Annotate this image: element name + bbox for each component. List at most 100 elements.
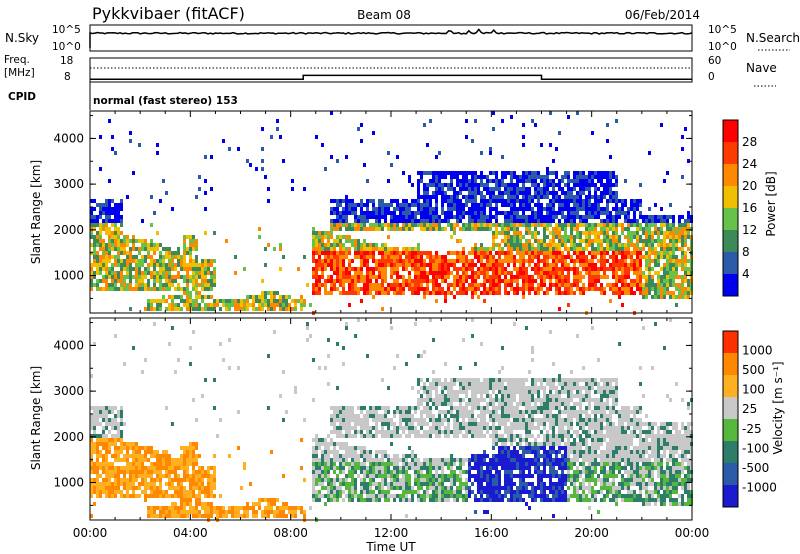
power-cell	[624, 203, 627, 207]
velocity-cell	[231, 514, 234, 518]
velocity-cell	[324, 450, 327, 454]
power-cell	[381, 271, 384, 275]
power-cell	[567, 191, 570, 195]
power-cell	[483, 251, 486, 255]
power-cell	[405, 211, 408, 215]
power-cell	[204, 279, 207, 283]
power-cell	[378, 267, 381, 271]
power-cell	[594, 231, 597, 235]
power-cell	[342, 291, 345, 295]
power-cell	[510, 211, 513, 215]
power-cell	[240, 299, 243, 303]
power-cell	[627, 239, 630, 243]
power-cell	[591, 251, 594, 255]
power-cell	[678, 275, 681, 279]
power-cell	[513, 259, 516, 263]
velocity-cell	[186, 446, 189, 450]
power-cell	[594, 227, 597, 231]
power-cell	[366, 291, 369, 295]
velocity-cell	[324, 486, 327, 490]
power-cell	[321, 231, 324, 235]
power-cell	[534, 171, 537, 175]
velocity-cell	[108, 450, 111, 454]
power-cell	[384, 279, 387, 283]
velocity-cell	[315, 454, 318, 458]
power-cell	[156, 287, 159, 291]
power-cell	[495, 283, 498, 287]
velocity-cell	[360, 426, 363, 430]
power-cell	[522, 223, 525, 227]
velocity-cell	[420, 434, 423, 438]
power-cell	[351, 279, 354, 283]
velocity-cell	[93, 410, 96, 414]
velocity-cell	[381, 434, 384, 438]
velocity-cell	[114, 494, 117, 498]
velocity-cell	[384, 410, 387, 414]
power-cell	[303, 303, 306, 307]
power-cell	[588, 235, 591, 239]
power-cell	[315, 271, 318, 275]
power-cell	[357, 127, 360, 131]
velocity-cell	[111, 462, 114, 466]
power-cell	[348, 223, 351, 227]
power-cell	[396, 267, 399, 271]
power-cell	[660, 279, 663, 283]
power-cell	[432, 279, 435, 283]
power-cell	[576, 287, 579, 291]
power-cell	[393, 259, 396, 263]
power-cell	[471, 283, 474, 287]
power-cell	[336, 243, 339, 247]
power-cell	[99, 215, 102, 219]
velocity-cell	[417, 482, 420, 486]
power-cell	[123, 263, 126, 267]
velocity-cell	[405, 490, 408, 494]
power-cell	[645, 227, 648, 231]
velocity-cell	[183, 478, 186, 482]
power-cell	[144, 267, 147, 271]
power-cell	[474, 271, 477, 275]
power-cell	[624, 247, 627, 251]
power-cell	[576, 211, 579, 215]
power-cell	[477, 283, 480, 287]
power-cell	[114, 247, 117, 251]
power-cell	[660, 223, 663, 227]
power-cell	[615, 267, 618, 271]
velocity-cell	[120, 434, 123, 438]
power-cell	[546, 255, 549, 259]
power-cell	[651, 243, 654, 247]
power-cell	[585, 271, 588, 275]
power-cell	[687, 215, 690, 219]
power-cell	[636, 251, 639, 255]
power-cell	[180, 259, 183, 263]
power-cell	[660, 243, 663, 247]
power-cell	[501, 271, 504, 275]
velocity-cell	[369, 406, 372, 410]
power-cell	[618, 251, 621, 255]
power-cell	[672, 295, 675, 299]
velocity-cell	[336, 414, 339, 418]
power-cell	[327, 247, 330, 251]
power-cell	[588, 227, 591, 231]
power-cell	[177, 247, 180, 251]
power-cell	[555, 147, 558, 151]
power-cell	[483, 175, 486, 179]
power-cell	[237, 147, 240, 151]
velocity-cell	[108, 490, 111, 494]
power-cell	[210, 275, 213, 279]
power-cell	[336, 215, 339, 219]
velocity-cell	[180, 462, 183, 466]
velocity-cell	[123, 478, 126, 482]
power-cell	[591, 215, 594, 219]
power-cell	[276, 119, 279, 123]
velocity-cell	[396, 462, 399, 466]
power-cell	[309, 303, 312, 307]
power-cell	[261, 291, 264, 295]
velocity-cell	[336, 478, 339, 482]
power-cell	[147, 255, 150, 259]
power-cell	[486, 263, 489, 267]
power-cell	[642, 295, 645, 299]
power-cell	[543, 179, 546, 183]
power-cell	[474, 219, 477, 223]
power-cell	[165, 191, 168, 195]
power-cell	[432, 263, 435, 267]
